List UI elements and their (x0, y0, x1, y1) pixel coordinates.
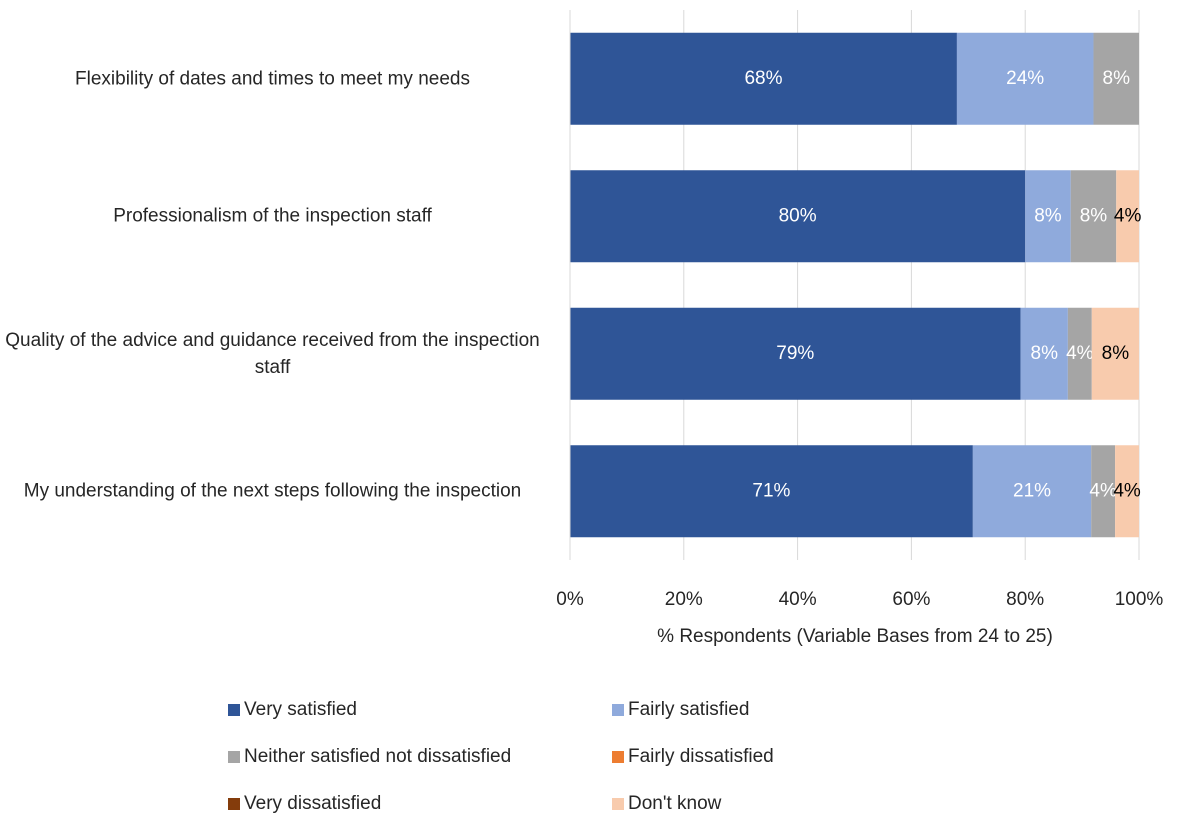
x-tick-label: 100% (1115, 589, 1164, 610)
legend-label: Neither satisfied not dissatisfied (244, 746, 511, 767)
legend-swatch (228, 751, 240, 763)
bar-segment (570, 32, 957, 125)
x-tick-label: 0% (556, 589, 584, 610)
y-tick-label: Flexibility of dates and times to meet m… (75, 68, 470, 90)
bar-segment (1091, 307, 1139, 400)
data-label: 4% (1089, 480, 1117, 501)
data-label: 79% (776, 343, 814, 364)
legend-label: Very satisfied (244, 699, 357, 720)
data-label: 80% (779, 205, 817, 226)
bar-segment (1116, 170, 1139, 263)
x-tick-label: 80% (1006, 589, 1044, 610)
data-label: 8% (1102, 343, 1130, 364)
legend-swatch (228, 704, 240, 716)
bar-segment (1093, 32, 1139, 125)
data-label: 4% (1066, 343, 1094, 364)
data-label: 8% (1031, 343, 1059, 364)
legend-label: Very dissatisfied (244, 793, 381, 814)
data-label: 4% (1114, 205, 1142, 226)
bar-segment (570, 445, 973, 538)
bar-segment (1115, 445, 1139, 538)
bar-segment (570, 307, 1021, 400)
bar-segment (1070, 170, 1117, 263)
bar-segment (1025, 170, 1071, 263)
legend-swatch (612, 798, 624, 810)
bar-segment (570, 170, 1026, 263)
legend-label: Don't know (628, 793, 722, 814)
x-axis-title: % Respondents (Variable Bases from 24 to… (657, 626, 1053, 647)
y-tick-label: Professionalism of the inspection staff (113, 205, 432, 227)
y-tick-label: Quality of the advice and guidance recei… (5, 329, 540, 378)
data-label: 24% (1006, 68, 1044, 89)
bar-segment (956, 32, 1094, 125)
legend-swatch (612, 704, 624, 716)
legend-swatch (612, 751, 624, 763)
y-tick-label: My understanding of the next steps follo… (23, 480, 522, 502)
legend-label: Fairly satisfied (628, 699, 749, 720)
legend-label: Fairly dissatisfied (628, 746, 774, 767)
x-tick-label: 40% (779, 589, 817, 610)
bar-segment (1067, 307, 1092, 400)
bar-segment (1020, 307, 1068, 400)
data-label: 4% (1113, 480, 1141, 501)
data-label: 8% (1103, 68, 1131, 89)
bar-segment (1091, 445, 1116, 538)
x-tick-label: 60% (892, 589, 930, 610)
data-label: 21% (1013, 480, 1051, 501)
data-label: 71% (752, 480, 790, 501)
data-label: 8% (1080, 205, 1108, 226)
data-label: 8% (1034, 205, 1062, 226)
x-tick-label: 20% (665, 589, 703, 610)
bar-segment (972, 445, 1092, 538)
legend-swatch (228, 798, 240, 810)
data-label: 68% (744, 68, 782, 89)
